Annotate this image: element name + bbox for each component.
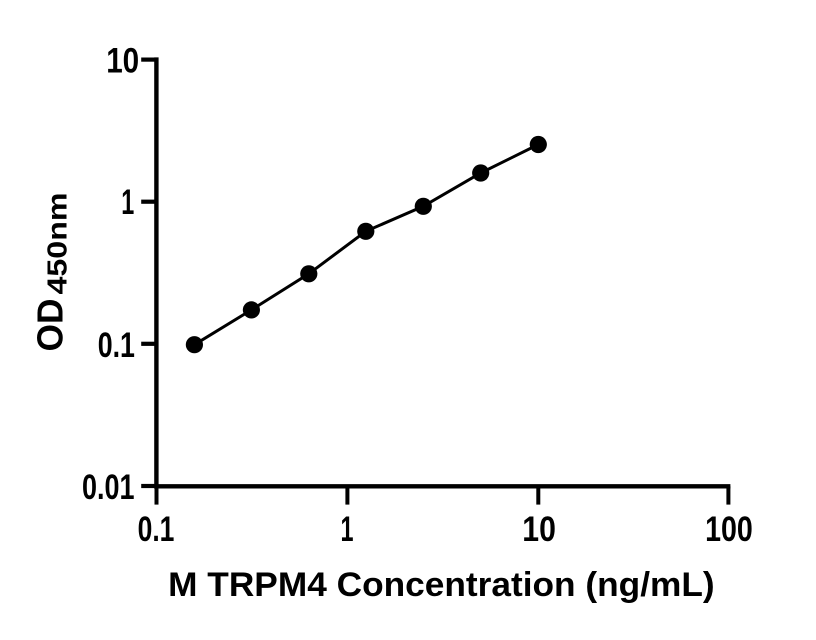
svg-text:OD: OD <box>30 299 71 352</box>
svg-text:10: 10 <box>522 510 556 549</box>
svg-text:1: 1 <box>121 183 134 222</box>
svg-text:10: 10 <box>106 42 139 81</box>
svg-text:0.1: 0.1 <box>98 326 135 365</box>
svg-text:M TRPM4 Concentration (ng/mL): M TRPM4 Concentration (ng/mL) <box>168 566 715 604</box>
svg-text:0.1: 0.1 <box>138 510 175 549</box>
svg-text:450nm: 450nm <box>42 193 73 295</box>
svg-text:100: 100 <box>705 510 753 549</box>
svg-text:0.01: 0.01 <box>82 468 135 507</box>
svg-text:1: 1 <box>341 510 354 549</box>
